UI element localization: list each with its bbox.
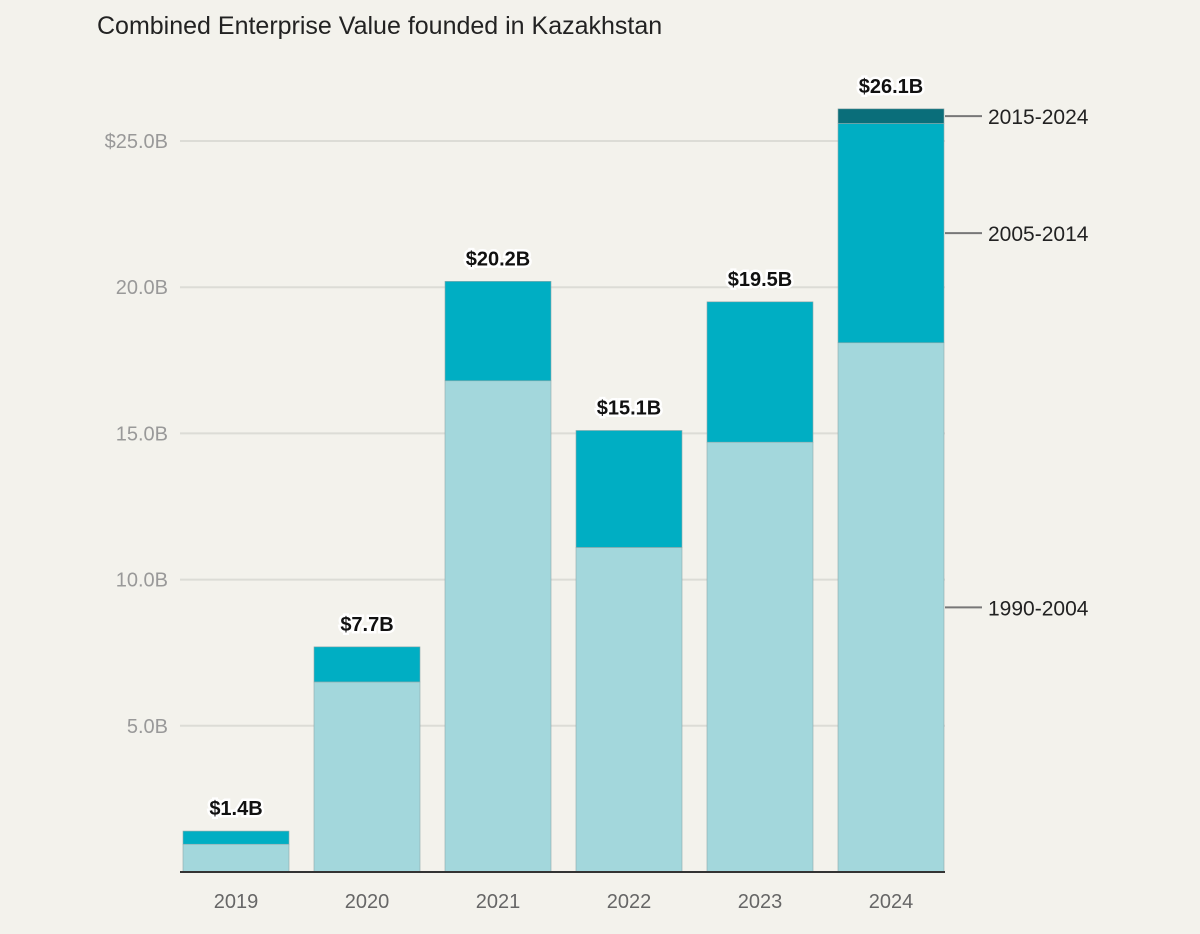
x-tick-label: 2023: [738, 891, 783, 913]
y-tick-label: 5.0B: [127, 716, 168, 738]
bar-segment-2020-2005-2014: [313, 646, 421, 683]
total-label: $1.4B: [209, 798, 262, 820]
bar-segment-2023-1990-2004: [706, 441, 814, 873]
x-tick-label: 2024: [869, 891, 914, 913]
total-label: $15.1B: [597, 397, 662, 419]
bar-segment-2020-1990-2004: [313, 681, 421, 873]
total-label: $7.7B: [340, 614, 393, 636]
y-tick-label: 10.0B: [116, 570, 168, 592]
total-label: $19.5B: [728, 269, 793, 291]
bar-segment-2021-1990-2004: [444, 380, 552, 873]
y-tick-label: 15.0B: [116, 423, 168, 445]
x-tick-label: 2021: [476, 891, 521, 913]
y-tick-label: 20.0B: [116, 277, 168, 299]
total-label: $26.1B: [859, 76, 924, 98]
y-tick-label: $25.0B: [105, 131, 168, 153]
bar-segment-2021-2005-2014: [444, 281, 552, 382]
legend-label: 2005-2014: [988, 223, 1089, 246]
bar-segment-2022-1990-2004: [575, 547, 683, 873]
x-tick-label: 2022: [607, 891, 652, 913]
x-tick-label: 2019: [214, 891, 259, 913]
x-tick-label: 2020: [345, 891, 390, 913]
bar-segment-2024-2005-2014: [837, 123, 945, 344]
bar-segment-2024-2015-2024: [837, 108, 945, 124]
bar-segment-2022-2005-2014: [575, 430, 683, 548]
legend-label: 1990-2004: [988, 597, 1089, 620]
bar-segment-2024-1990-2004: [837, 342, 945, 873]
chart-title: Combined Enterprise Value founded in Kaz…: [97, 12, 663, 40]
bar-segment-2023-2005-2014: [706, 301, 814, 443]
total-label: $20.2B: [466, 248, 531, 270]
bar-segment-2019-2005-2014: [182, 830, 290, 845]
legend-label: 2015-2024: [988, 106, 1089, 129]
bar-segment-2019-1990-2004: [182, 843, 290, 873]
